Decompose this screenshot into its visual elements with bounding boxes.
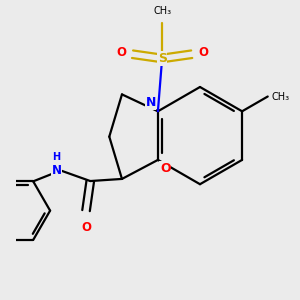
Text: F: F [0, 158, 1, 168]
Text: N: N [51, 164, 62, 177]
Text: O: O [160, 162, 171, 175]
Text: CH₃: CH₃ [153, 6, 171, 16]
Text: O: O [198, 46, 208, 59]
Text: CH₃: CH₃ [272, 92, 290, 101]
Text: H: H [52, 152, 61, 162]
Text: N: N [146, 96, 156, 109]
Text: O: O [116, 46, 126, 59]
Text: S: S [158, 52, 166, 65]
Text: O: O [81, 221, 91, 234]
